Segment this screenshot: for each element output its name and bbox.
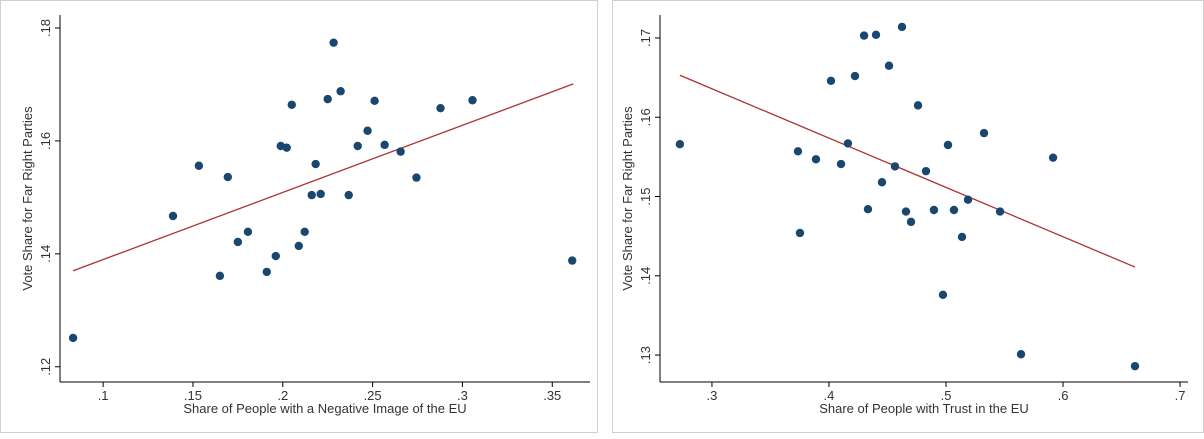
point [995, 207, 1005, 216]
x-tick-label: .3 [707, 388, 718, 403]
point [168, 211, 178, 221]
point [282, 143, 291, 152]
point [938, 290, 948, 300]
y-tick-label: .16 [638, 108, 653, 126]
point [859, 31, 869, 40]
point [344, 190, 353, 200]
point [877, 178, 887, 187]
x-tick-label: .15 [184, 388, 202, 403]
point [262, 267, 271, 277]
point [929, 205, 939, 215]
y-tick-label: .12 [38, 358, 53, 376]
point [568, 256, 577, 265]
point [957, 232, 967, 242]
point [353, 141, 362, 151]
point [336, 87, 345, 96]
point [1130, 361, 1140, 371]
point [316, 189, 325, 199]
x-tick-label: .1 [98, 388, 109, 403]
point [1048, 153, 1058, 162]
x-tick-label: .4 [824, 388, 835, 403]
point [843, 139, 853, 148]
y-tick-label: .13 [638, 346, 653, 364]
point [396, 147, 405, 156]
point [329, 38, 338, 47]
point [906, 217, 916, 227]
point [300, 227, 309, 237]
point [884, 61, 894, 70]
point [370, 96, 379, 106]
point [215, 271, 225, 281]
point [271, 251, 280, 261]
point [897, 22, 907, 32]
point [963, 195, 973, 204]
fit-line [679, 74, 1136, 268]
point [311, 159, 320, 169]
y-tick-label: .18 [38, 19, 53, 37]
x-tick-label: .3 [457, 388, 468, 403]
y-tick-label: .17 [638, 29, 653, 47]
x-tick-label: .6 [1058, 388, 1069, 403]
point [826, 76, 836, 85]
x-axis-title: Share of People with Trust in the EU [819, 401, 1029, 416]
left-panel [0, 0, 598, 433]
point [307, 190, 316, 200]
point [795, 228, 805, 238]
point [863, 205, 873, 214]
point [194, 161, 204, 170]
point [243, 227, 253, 237]
point [850, 71, 860, 81]
point [836, 159, 846, 169]
x-tick-label: .7 [1175, 388, 1186, 403]
x-tick-label: .2 [277, 388, 288, 403]
point [412, 173, 421, 182]
point [380, 140, 389, 150]
x-axis-title: Share of People with a Negative Image of… [183, 401, 466, 416]
y-tick-label: .16 [38, 132, 53, 150]
point [921, 166, 931, 176]
point [233, 237, 243, 247]
y-axis-title: Vote Share for Far Right Parties [20, 106, 35, 291]
x-tick-label: .5 [941, 388, 952, 403]
y-axis-title: Vote Share for Far Right Parties [620, 106, 635, 291]
point [223, 172, 233, 182]
right-panel [612, 0, 1204, 433]
point [294, 241, 303, 251]
y-tick-label: .14 [38, 245, 53, 263]
y-tick-label: .15 [638, 187, 653, 205]
point [323, 94, 332, 104]
point [1016, 350, 1026, 359]
point [890, 162, 900, 171]
point [793, 147, 803, 156]
point [68, 333, 78, 343]
point [901, 207, 911, 216]
x-tick-label: .25 [364, 388, 382, 403]
point [949, 205, 959, 215]
point [287, 100, 296, 109]
fit-line [72, 83, 574, 272]
point [436, 103, 445, 113]
point [811, 155, 821, 164]
point [979, 128, 989, 138]
x-tick-label: .35 [543, 388, 561, 403]
point [913, 101, 923, 110]
point [468, 96, 477, 105]
y-tick-label: .14 [638, 267, 653, 285]
point [363, 126, 372, 135]
point [675, 140, 685, 149]
point [943, 140, 953, 150]
point [871, 30, 881, 40]
